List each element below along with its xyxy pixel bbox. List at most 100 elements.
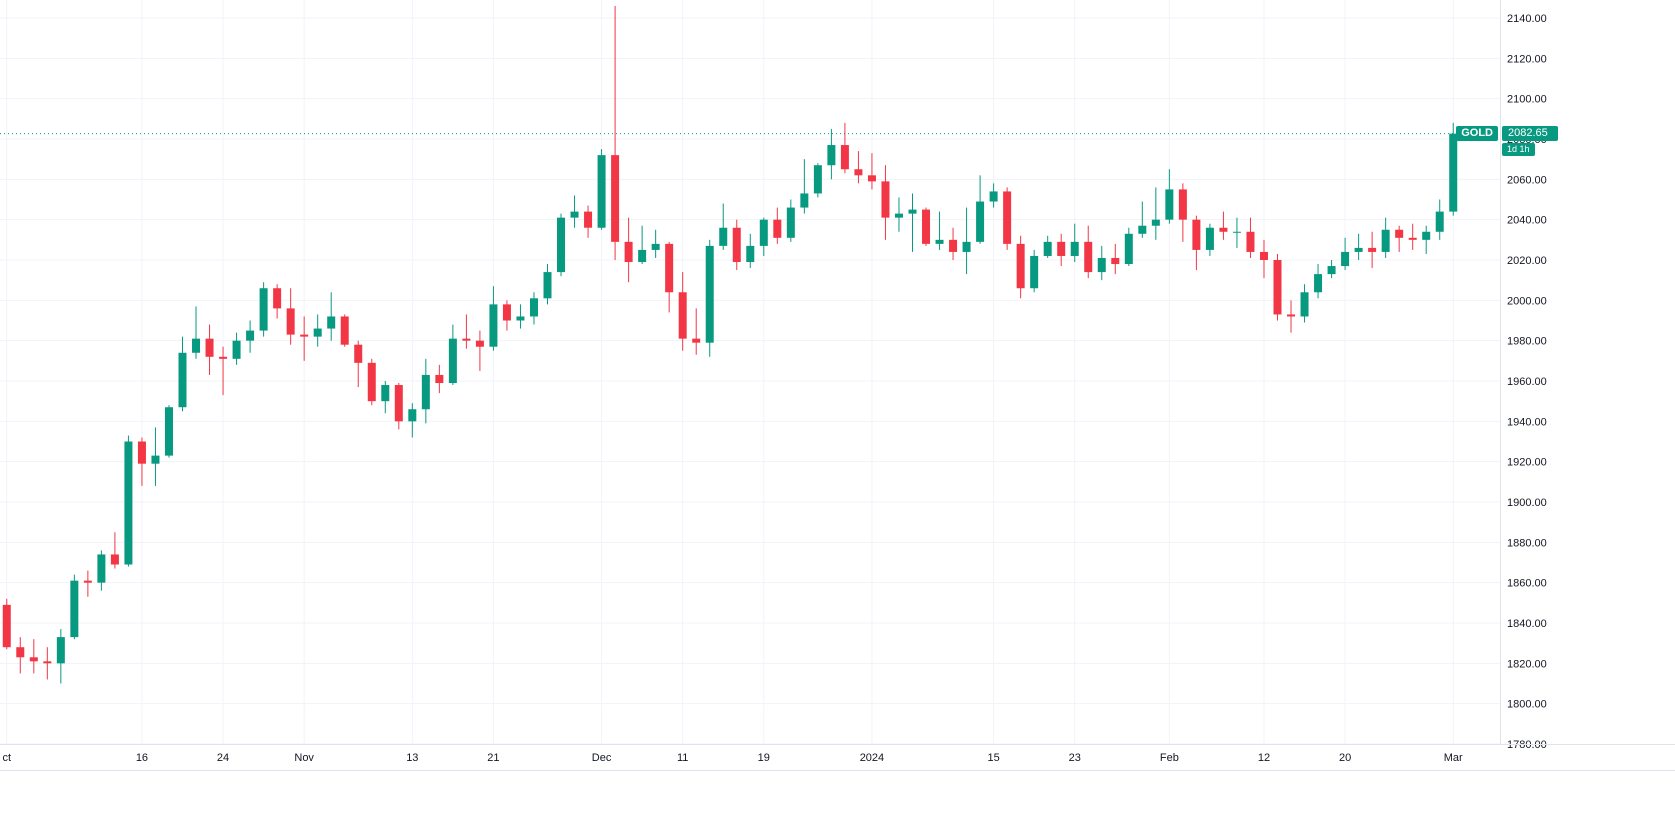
y-axis-label: 1840.00 [1507,618,1547,630]
candle-body [1205,227,1214,250]
candle-body [881,181,890,218]
candle-body [340,316,349,345]
y-axis-label: 1860.00 [1507,578,1547,590]
candle-body [137,441,146,464]
candle-body [1259,251,1268,260]
candle-body [1232,231,1241,233]
candle-body [584,211,593,228]
candle-body [638,249,647,263]
x-axis-label: 13 [406,752,418,764]
y-axis-label: 1900.00 [1507,497,1547,509]
candle-body [692,338,701,343]
candle-body [935,239,944,244]
x-axis-label: 12 [1258,752,1270,764]
x-axis-label: Nov [294,752,314,764]
y-axis-label: 2140.00 [1507,13,1547,25]
x-axis-label: 11 [677,752,688,764]
x-axis-label: 24 [217,752,229,764]
candle-body [543,272,552,299]
candle-body [1273,260,1282,315]
candle-body [219,356,228,359]
candle-body [1395,229,1404,238]
candle-body [421,374,430,410]
candle-body [1341,251,1350,267]
candle-body [1165,189,1174,220]
x-axis-label: 15 [987,752,999,764]
candle-body [624,241,633,263]
candle-body [381,385,390,402]
y-axis-label: 1960.00 [1507,376,1547,388]
candle-body [813,165,822,194]
y-axis-label: 2120.00 [1507,53,1547,65]
candle-body [1178,189,1187,220]
candle-body [1246,231,1255,252]
candle-body [867,175,876,182]
candle-body [922,209,931,244]
x-axis-label: ct [2,752,11,764]
y-axis-label: 2060.00 [1507,174,1547,186]
candle-body [773,219,782,238]
candle-body [489,304,498,347]
candle-body [367,362,376,402]
candle-body [557,217,566,273]
y-axis-label: 2100.00 [1507,94,1547,106]
candle-body [1192,219,1201,250]
x-axis-label: 20 [1339,752,1351,764]
candle-body [1070,241,1079,256]
candle-body [192,338,201,353]
candle-body [1043,241,1052,256]
candle-body [1138,225,1147,234]
candle-body [1287,314,1296,317]
candle-body [56,637,65,664]
candle-body [70,580,79,638]
x-axis[interactable]: ct 16 24 Nov 13 21 Dec 11 19 2024 15 23 Feb 12 20 Mar [2,752,1463,764]
y-axis[interactable]: 2140.002120.002100.002080.002060.002040.… [1507,13,1547,751]
candle-body [651,243,660,250]
x-axis-label: 19 [758,752,770,764]
x-axis-label: Mar [1444,752,1463,764]
candle-body [705,245,714,343]
x-axis-label: 21 [487,752,499,764]
candle-body [894,213,903,218]
candle-body [840,145,849,170]
candle-body [597,155,606,228]
candle-body [908,209,917,214]
candle-body [313,328,322,337]
candle-body [665,243,674,293]
candle-body [1030,255,1039,289]
y-axis-label: 2020.00 [1507,255,1547,267]
candle-body [1084,241,1093,273]
candle-body [394,385,403,422]
candle-body [327,316,336,329]
candle-body [529,298,538,317]
x-axis-label: Feb [1160,752,1179,764]
candle-body [1124,233,1133,265]
candle-body [962,241,971,252]
candle-body [1219,227,1228,232]
candle-body [462,338,471,341]
candle-body [1016,243,1025,289]
candle-body [97,554,106,583]
candle-body [732,227,741,263]
candle-body [1327,266,1336,275]
candle-body [611,155,620,242]
candle-body [2,604,11,648]
x-axis-label: 23 [1069,752,1081,764]
candle-body [232,340,241,359]
symbol-badge[interactable]: GOLD [1456,125,1498,141]
candle-body [475,340,484,347]
candle-body [800,193,809,208]
candle-body [1111,257,1120,265]
candle-body [976,201,985,242]
candle-body [1003,191,1012,244]
y-axis-label: 1800.00 [1507,699,1547,711]
candle-body [205,338,214,357]
last-price-badge: 2082.65 [1502,125,1558,141]
y-axis-label: 1940.00 [1507,416,1547,428]
candle-body [502,304,511,321]
x-axis-label: Dec [592,752,612,764]
candle-body [1422,231,1431,240]
candle-body [300,334,309,337]
